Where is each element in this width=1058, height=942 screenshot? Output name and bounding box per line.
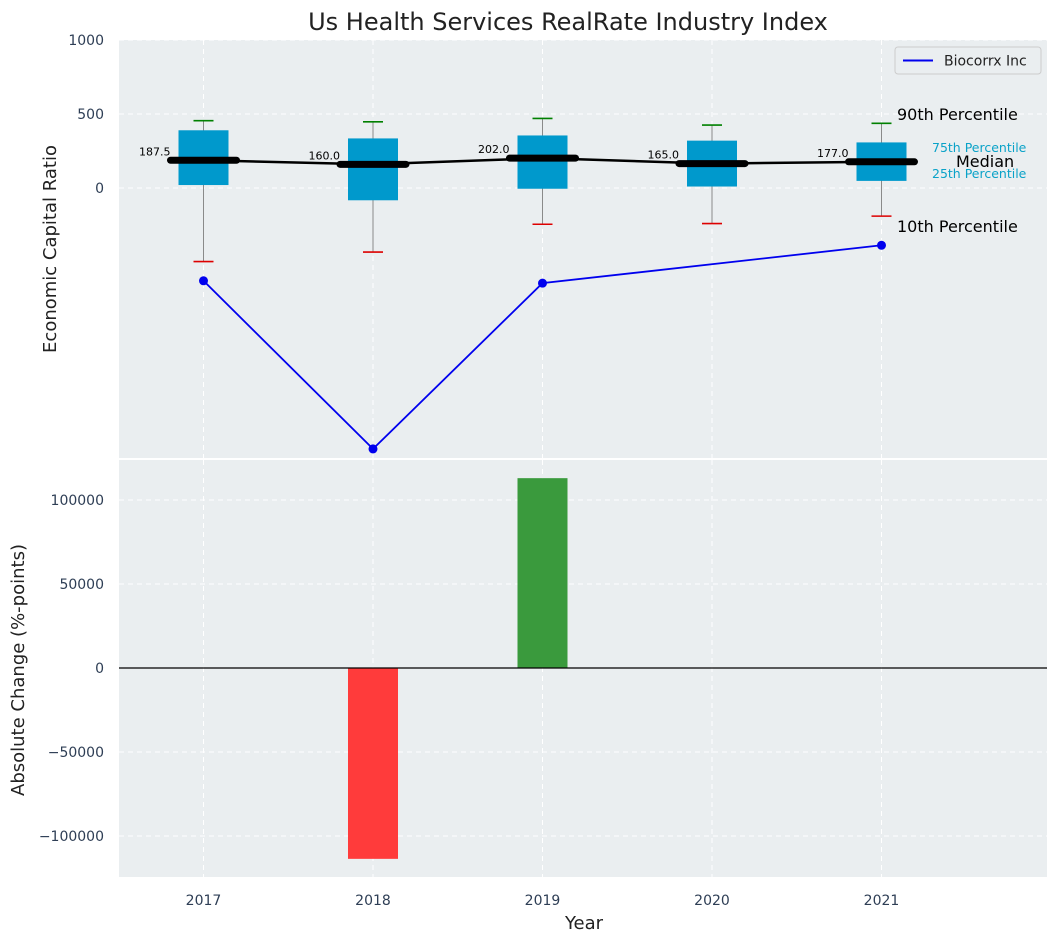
legend-box <box>894 46 1042 75</box>
bottom-y-tick-label: −50000 <box>48 745 104 761</box>
box-iqr <box>348 138 398 201</box>
company-point <box>199 276 208 286</box>
company-series <box>199 240 886 454</box>
median-value-label: 177.0 <box>817 147 849 160</box>
bottom-y-axis-label: Absolute Change (%-points) <box>8 544 29 796</box>
chart-title: Us Health Services RealRate Industry Ind… <box>308 8 828 36</box>
bottom-y-ticks: 100000 50000 0 −50000 −100000 <box>39 493 104 845</box>
legend-label: Biocorrx Inc <box>944 54 1027 70</box>
x-tick-label: 2021 <box>864 893 900 909</box>
p75-annotation: 75th Percentile <box>932 140 1027 155</box>
top-y-axis-label: Economic Capital Ratio <box>40 145 61 353</box>
company-point <box>877 240 886 250</box>
top-y-tick-label: 500 <box>77 107 104 123</box>
median-value-labels: 187.5 160.0 202.0 165.0 177.0 <box>139 143 849 162</box>
p25-annotation: 25th Percentile <box>932 166 1027 181</box>
change-bar <box>517 478 568 668</box>
bottom-y-tick-label: 100000 <box>51 493 104 509</box>
median-value-label: 202.0 <box>478 143 510 156</box>
top-plot-area <box>119 40 1047 458</box>
x-ticks: 2017 2018 2019 2020 2021 <box>186 893 900 909</box>
legend: Biocorrx Inc <box>894 46 1042 75</box>
company-point <box>368 444 378 454</box>
p90-annotation: 90th Percentile <box>897 105 1018 124</box>
median-annotation: Median <box>956 152 1014 171</box>
x-tick-label: 2017 <box>186 893 222 909</box>
median-value-label: 165.0 <box>648 149 680 162</box>
x-tick-label: 2019 <box>525 893 561 909</box>
change-bar <box>348 668 398 859</box>
x-tick-label: 2018 <box>355 893 391 909</box>
top-y-tick-label: 0 <box>95 181 104 197</box>
median-trend-line <box>203 156 882 166</box>
percentile-annotations: 90th Percentile 75th Percentile Median 2… <box>897 105 1027 236</box>
top-y-ticks: 1000 500 0 <box>68 33 104 197</box>
change-bars <box>348 478 568 859</box>
p10-annotation: 10th Percentile <box>897 217 1018 236</box>
median-trend <box>203 156 882 166</box>
company-point <box>538 278 547 288</box>
bottom-y-tick-label: 0 <box>95 661 104 677</box>
x-axis-label: Year <box>564 913 604 934</box>
top-y-tick-label: 1000 <box>68 33 104 49</box>
bottom-y-tick-label: 50000 <box>59 577 104 593</box>
bottom-y-tick-label: −100000 <box>39 829 104 845</box>
median-value-label: 160.0 <box>309 149 341 162</box>
median-value-label: 187.5 <box>139 145 171 158</box>
box-iqr <box>517 135 568 189</box>
company-series-line <box>202 244 882 451</box>
x-tick-label: 2020 <box>694 893 730 909</box>
